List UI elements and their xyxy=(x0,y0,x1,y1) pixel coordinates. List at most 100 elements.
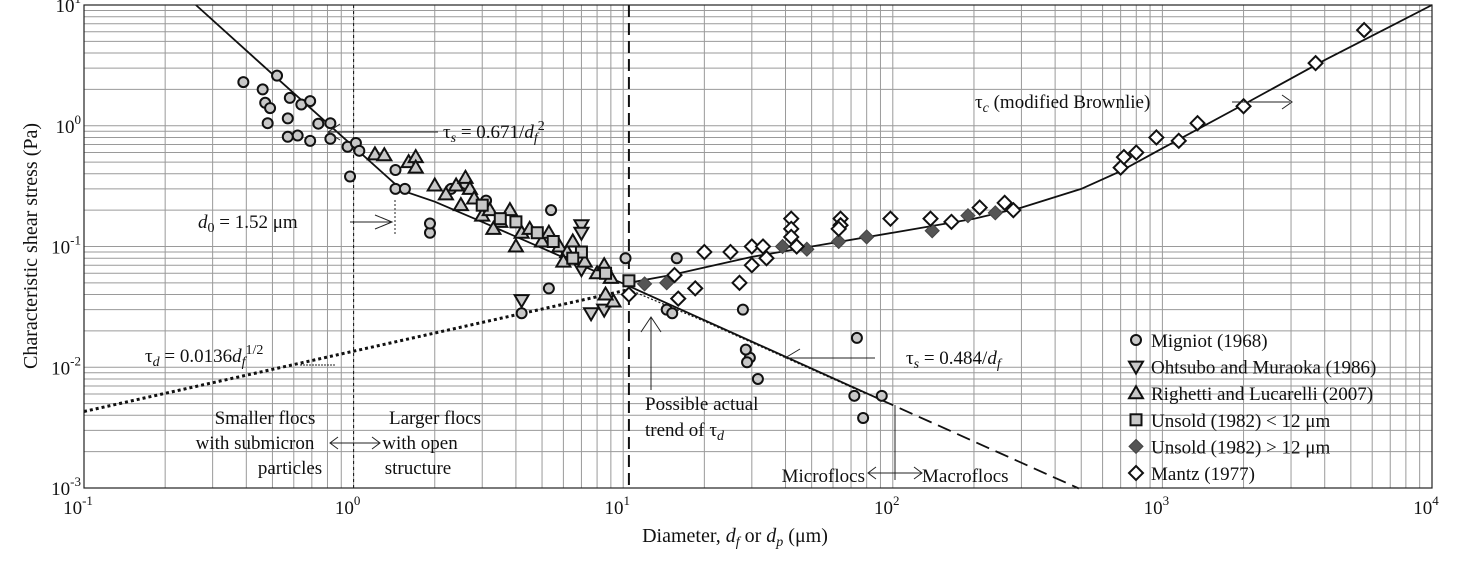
point-diamond-open xyxy=(971,199,989,217)
svg-text:particles: particles xyxy=(258,458,322,479)
legend-marker-triangle-up xyxy=(1127,384,1145,400)
point-square xyxy=(566,251,580,265)
legend-marker-diamond-filled xyxy=(1128,438,1144,455)
svg-text:τs = 0.484/df: τs = 0.484/df xyxy=(906,348,1003,372)
point-circle xyxy=(545,204,558,217)
curve-tau-s-small xyxy=(195,4,630,287)
legend-item: Unsold (1982) > 12 μm xyxy=(1128,437,1330,458)
point-square xyxy=(599,266,613,280)
point-triangle-up xyxy=(596,285,615,301)
svg-text:τd = 0.0136df1/2: τd = 0.0136df1/2 xyxy=(145,343,263,370)
svg-text:Possible actual: Possible actual xyxy=(645,394,758,415)
point-circle xyxy=(304,95,317,108)
point-diamond-filled xyxy=(924,223,940,239)
y-tick-label: 101 xyxy=(56,0,82,17)
svg-text:Smaller flocs: Smaller flocs xyxy=(215,408,316,429)
point-triangle-up xyxy=(564,232,582,248)
point-square xyxy=(509,215,523,229)
y-tick-label: 10-2 xyxy=(51,353,81,379)
point-diamond-open xyxy=(996,194,1014,212)
annotation-tau-c: τc (modified Brownlie) xyxy=(975,92,1293,116)
point-triangle-up xyxy=(533,232,551,248)
svg-text:Microflocs: Microflocs xyxy=(782,466,865,487)
point-diamond-open xyxy=(1147,129,1165,146)
point-triangle-down xyxy=(595,303,613,319)
point-circle xyxy=(353,144,366,157)
x-tick-label: 103 xyxy=(1144,493,1170,519)
point-diamond-open xyxy=(743,256,761,274)
point-diamond-open xyxy=(1004,201,1022,219)
point-diamond-open xyxy=(830,220,848,238)
point-circle xyxy=(741,356,754,369)
annotation-possible-trend: Possible actual trend of τd xyxy=(640,316,758,444)
legend-marker-triangle-down xyxy=(1127,360,1145,376)
point-diamond-open xyxy=(1189,114,1206,132)
point-diamond-open xyxy=(788,238,806,255)
legend-item: Righetti and Lucarelli (2007) xyxy=(1127,384,1373,405)
point-circle xyxy=(324,117,337,130)
point-diamond-filled xyxy=(658,275,675,291)
legend-label: Righetti and Lucarelli (2007) xyxy=(1151,384,1373,405)
point-triangle-up xyxy=(484,219,503,235)
point-triangle-up xyxy=(604,292,623,308)
legend-item: Migniot (1968) xyxy=(1130,331,1268,352)
point-square xyxy=(493,212,507,226)
annotation-tau-s-large: τs = 0.484/df xyxy=(784,348,1003,372)
point-diamond-open xyxy=(882,210,899,228)
point-diamond-filled xyxy=(636,276,653,292)
point-diamond-open xyxy=(686,279,704,297)
y-tick-label: 10-1 xyxy=(51,233,81,259)
point-triangle-down xyxy=(572,219,591,235)
legend-marker-square xyxy=(1129,413,1143,427)
legend-label: Mantz (1977) xyxy=(1151,464,1255,485)
point-triangle-up xyxy=(575,252,594,268)
point-square xyxy=(530,226,544,240)
point-circle xyxy=(324,132,337,145)
legend-label: Migniot (1968) xyxy=(1151,331,1268,352)
point-circle xyxy=(304,134,317,147)
svg-text:d0 = 1.52 μm: d0 = 1.52 μm xyxy=(198,212,298,236)
point-square xyxy=(546,235,560,249)
point-circle xyxy=(666,307,679,320)
svg-text:trend of τd: trend of τd xyxy=(645,420,725,444)
point-circle xyxy=(875,389,888,402)
svg-text:τc (modified Brownlie): τc (modified Brownlie) xyxy=(975,92,1150,116)
point-circle xyxy=(344,170,357,183)
point-circle xyxy=(857,411,870,424)
legend-label: Unsold (1982) < 12 μm xyxy=(1151,411,1330,432)
point-circle xyxy=(619,252,632,265)
svg-text:Larger flocs: Larger flocs xyxy=(389,408,481,429)
point-diamond-open xyxy=(731,274,748,292)
point-triangle-up xyxy=(426,176,444,192)
point-diamond-open xyxy=(758,249,775,267)
point-triangle-up xyxy=(501,201,519,217)
point-circle xyxy=(256,83,269,96)
point-triangle-up xyxy=(447,176,465,192)
point-diamond-open xyxy=(1235,97,1252,115)
point-square xyxy=(475,198,489,212)
point-diamond-open xyxy=(666,266,683,284)
point-circle xyxy=(264,102,277,115)
point-circle xyxy=(389,164,402,177)
point-circle xyxy=(312,117,325,130)
point-circle xyxy=(739,343,752,356)
svg-text:structure: structure xyxy=(385,458,451,479)
data-points xyxy=(237,21,1373,424)
point-diamond-open xyxy=(922,210,939,228)
legend-item: Mantz (1977) xyxy=(1127,464,1255,485)
point-square xyxy=(622,274,636,288)
point-diamond-open xyxy=(1307,54,1325,72)
y-tick-label: 10-3 xyxy=(51,474,81,500)
point-diamond-filled xyxy=(960,207,976,224)
x-tick-label: 100 xyxy=(335,493,361,519)
point-triangle-up xyxy=(406,158,425,174)
point-circle xyxy=(281,112,294,125)
annotation-d0: d0 = 1.52 μm xyxy=(198,200,396,236)
point-diamond-open xyxy=(1115,148,1133,166)
point-circle xyxy=(736,303,749,316)
point-triangle-down xyxy=(512,294,531,310)
svg-text:with submicron: with submicron xyxy=(196,433,315,454)
svg-text:τs = 0.671/df2: τs = 0.671/df2 xyxy=(443,119,545,146)
curve-tau-s-large xyxy=(628,285,881,401)
